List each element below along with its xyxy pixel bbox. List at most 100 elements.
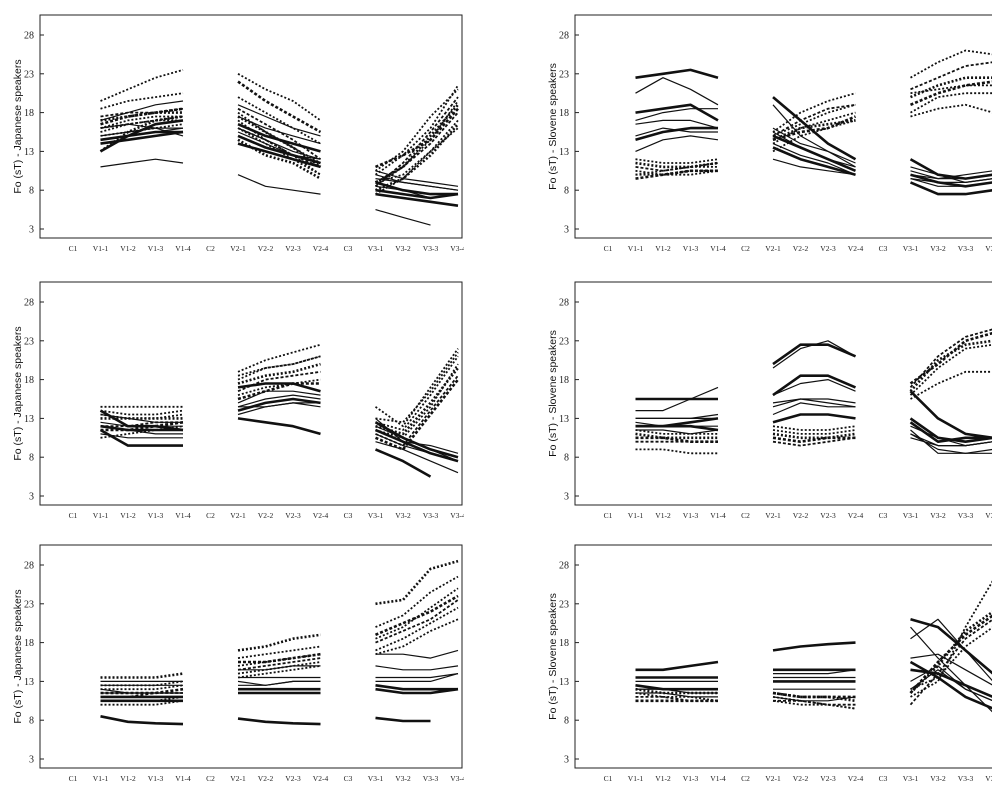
plot-frame [574, 14, 992, 239]
x-tick-label: V3-4 [985, 244, 992, 253]
y-tick-label: 23 [559, 69, 569, 80]
x-tick-label: V1-4 [175, 774, 191, 783]
y-tick-label: 13 [24, 414, 34, 425]
x-tick-label: V1-1 [628, 774, 644, 783]
series-line [772, 115, 857, 142]
y-tick-label: 8 [564, 186, 569, 197]
series-line [635, 68, 719, 79]
x-tick-label: V1-4 [710, 244, 726, 253]
series-line [635, 429, 719, 435]
series-line [772, 111, 856, 145]
series-line [635, 161, 719, 169]
series-line [375, 209, 431, 226]
x-tick-label: C2 [741, 244, 750, 253]
x-tick-label: V1-4 [175, 244, 191, 253]
series-13 [635, 331, 992, 443]
series-line [237, 73, 322, 122]
x-tick-label: V1-3 [148, 511, 164, 520]
series-line [237, 394, 321, 408]
series-line [910, 170, 992, 180]
chart-panel-3: 3 8 13 18 23 28 Fo (sT) - Japanese speakers C1 V… [6, 277, 466, 527]
series-line [772, 103, 856, 137]
x-tick-label: V3-2 [395, 511, 411, 520]
series-line [635, 687, 718, 695]
x-tick-label: V3-4 [985, 774, 992, 783]
series-line [772, 398, 856, 408]
series-line [909, 618, 992, 706]
series-line [772, 398, 856, 408]
x-tick-label: V3-4 [450, 511, 464, 520]
series-line [635, 166, 718, 176]
series-12 [635, 626, 992, 710]
series-line [375, 192, 459, 207]
y-tick-label: 13 [559, 677, 569, 688]
series-line [772, 104, 856, 168]
series-10 [100, 96, 459, 187]
series-11 [635, 343, 992, 455]
series-13 [100, 594, 459, 695]
series-line [909, 660, 992, 710]
series-line [375, 665, 459, 671]
series-line [100, 409, 184, 416]
series-line [375, 355, 459, 431]
series-line [375, 716, 431, 723]
x-tick-label: V1-4 [710, 774, 726, 783]
series-line [772, 131, 856, 168]
series-line [100, 699, 184, 706]
series-line [772, 143, 856, 176]
x-tick-label: V3-2 [930, 244, 946, 253]
y-tick-label: 18 [559, 375, 569, 386]
series-line [772, 413, 856, 424]
series-line [635, 684, 718, 691]
x-tick-label: V2-4 [313, 511, 329, 520]
series-9 [100, 103, 459, 184]
chart-svg-2: 3 8 13 18 23 28 Fo (sT) - Slovene speakers C1 V1… [547, 14, 992, 253]
x-tick-label: V2-2 [793, 774, 809, 783]
series-line [237, 174, 321, 195]
series-1 [100, 397, 459, 463]
series-13 [100, 80, 459, 169]
y-tick-label: 28 [559, 561, 569, 572]
series-line [910, 92, 992, 114]
x-tick-label: V2-3 [820, 244, 836, 253]
x-tick-label: V2-4 [848, 511, 864, 520]
x-tick-label: V2-4 [313, 244, 329, 253]
series-line [100, 684, 184, 691]
series-line [100, 69, 184, 102]
series-line [375, 687, 459, 695]
series-8 [635, 398, 992, 454]
x-tick-label: V1-4 [175, 511, 191, 520]
y-tick-label: 23 [24, 599, 34, 610]
chart-panel-5: 3 8 13 18 23 28 Fo (sT) - Japanese speakers C1 V… [6, 540, 466, 790]
series-line [375, 684, 458, 691]
x-tick-label: V2-3 [285, 511, 301, 520]
series-line [772, 343, 857, 366]
x-tick-label: V3-3 [958, 774, 974, 783]
series-line [772, 432, 856, 440]
x-tick-label: V3-1 [368, 774, 384, 783]
series-12 [100, 343, 459, 428]
x-tick-label: V1-1 [93, 244, 109, 253]
series-line [237, 142, 321, 169]
series-line [635, 77, 719, 106]
y-axis-label: Fo (sT) - Japanese speakers [12, 326, 24, 460]
x-tick-label: C2 [741, 511, 750, 520]
series-line [237, 111, 321, 164]
x-tick-label: V1-3 [683, 774, 699, 783]
series-5 [100, 665, 459, 686]
series-line [237, 131, 321, 160]
series-line [100, 127, 184, 141]
series-line [100, 680, 184, 687]
series-line [375, 363, 459, 439]
x-tick-label: V2-2 [793, 244, 809, 253]
series-line [773, 669, 856, 675]
series-line [909, 390, 992, 439]
y-tick-label: 23 [24, 69, 34, 80]
x-tick-label: V2-1 [765, 774, 781, 783]
series-line [909, 331, 992, 385]
series-line [910, 84, 992, 95]
series-13 [100, 378, 460, 451]
series-line [237, 382, 321, 393]
series-line [100, 107, 184, 126]
series-16 [100, 107, 459, 184]
